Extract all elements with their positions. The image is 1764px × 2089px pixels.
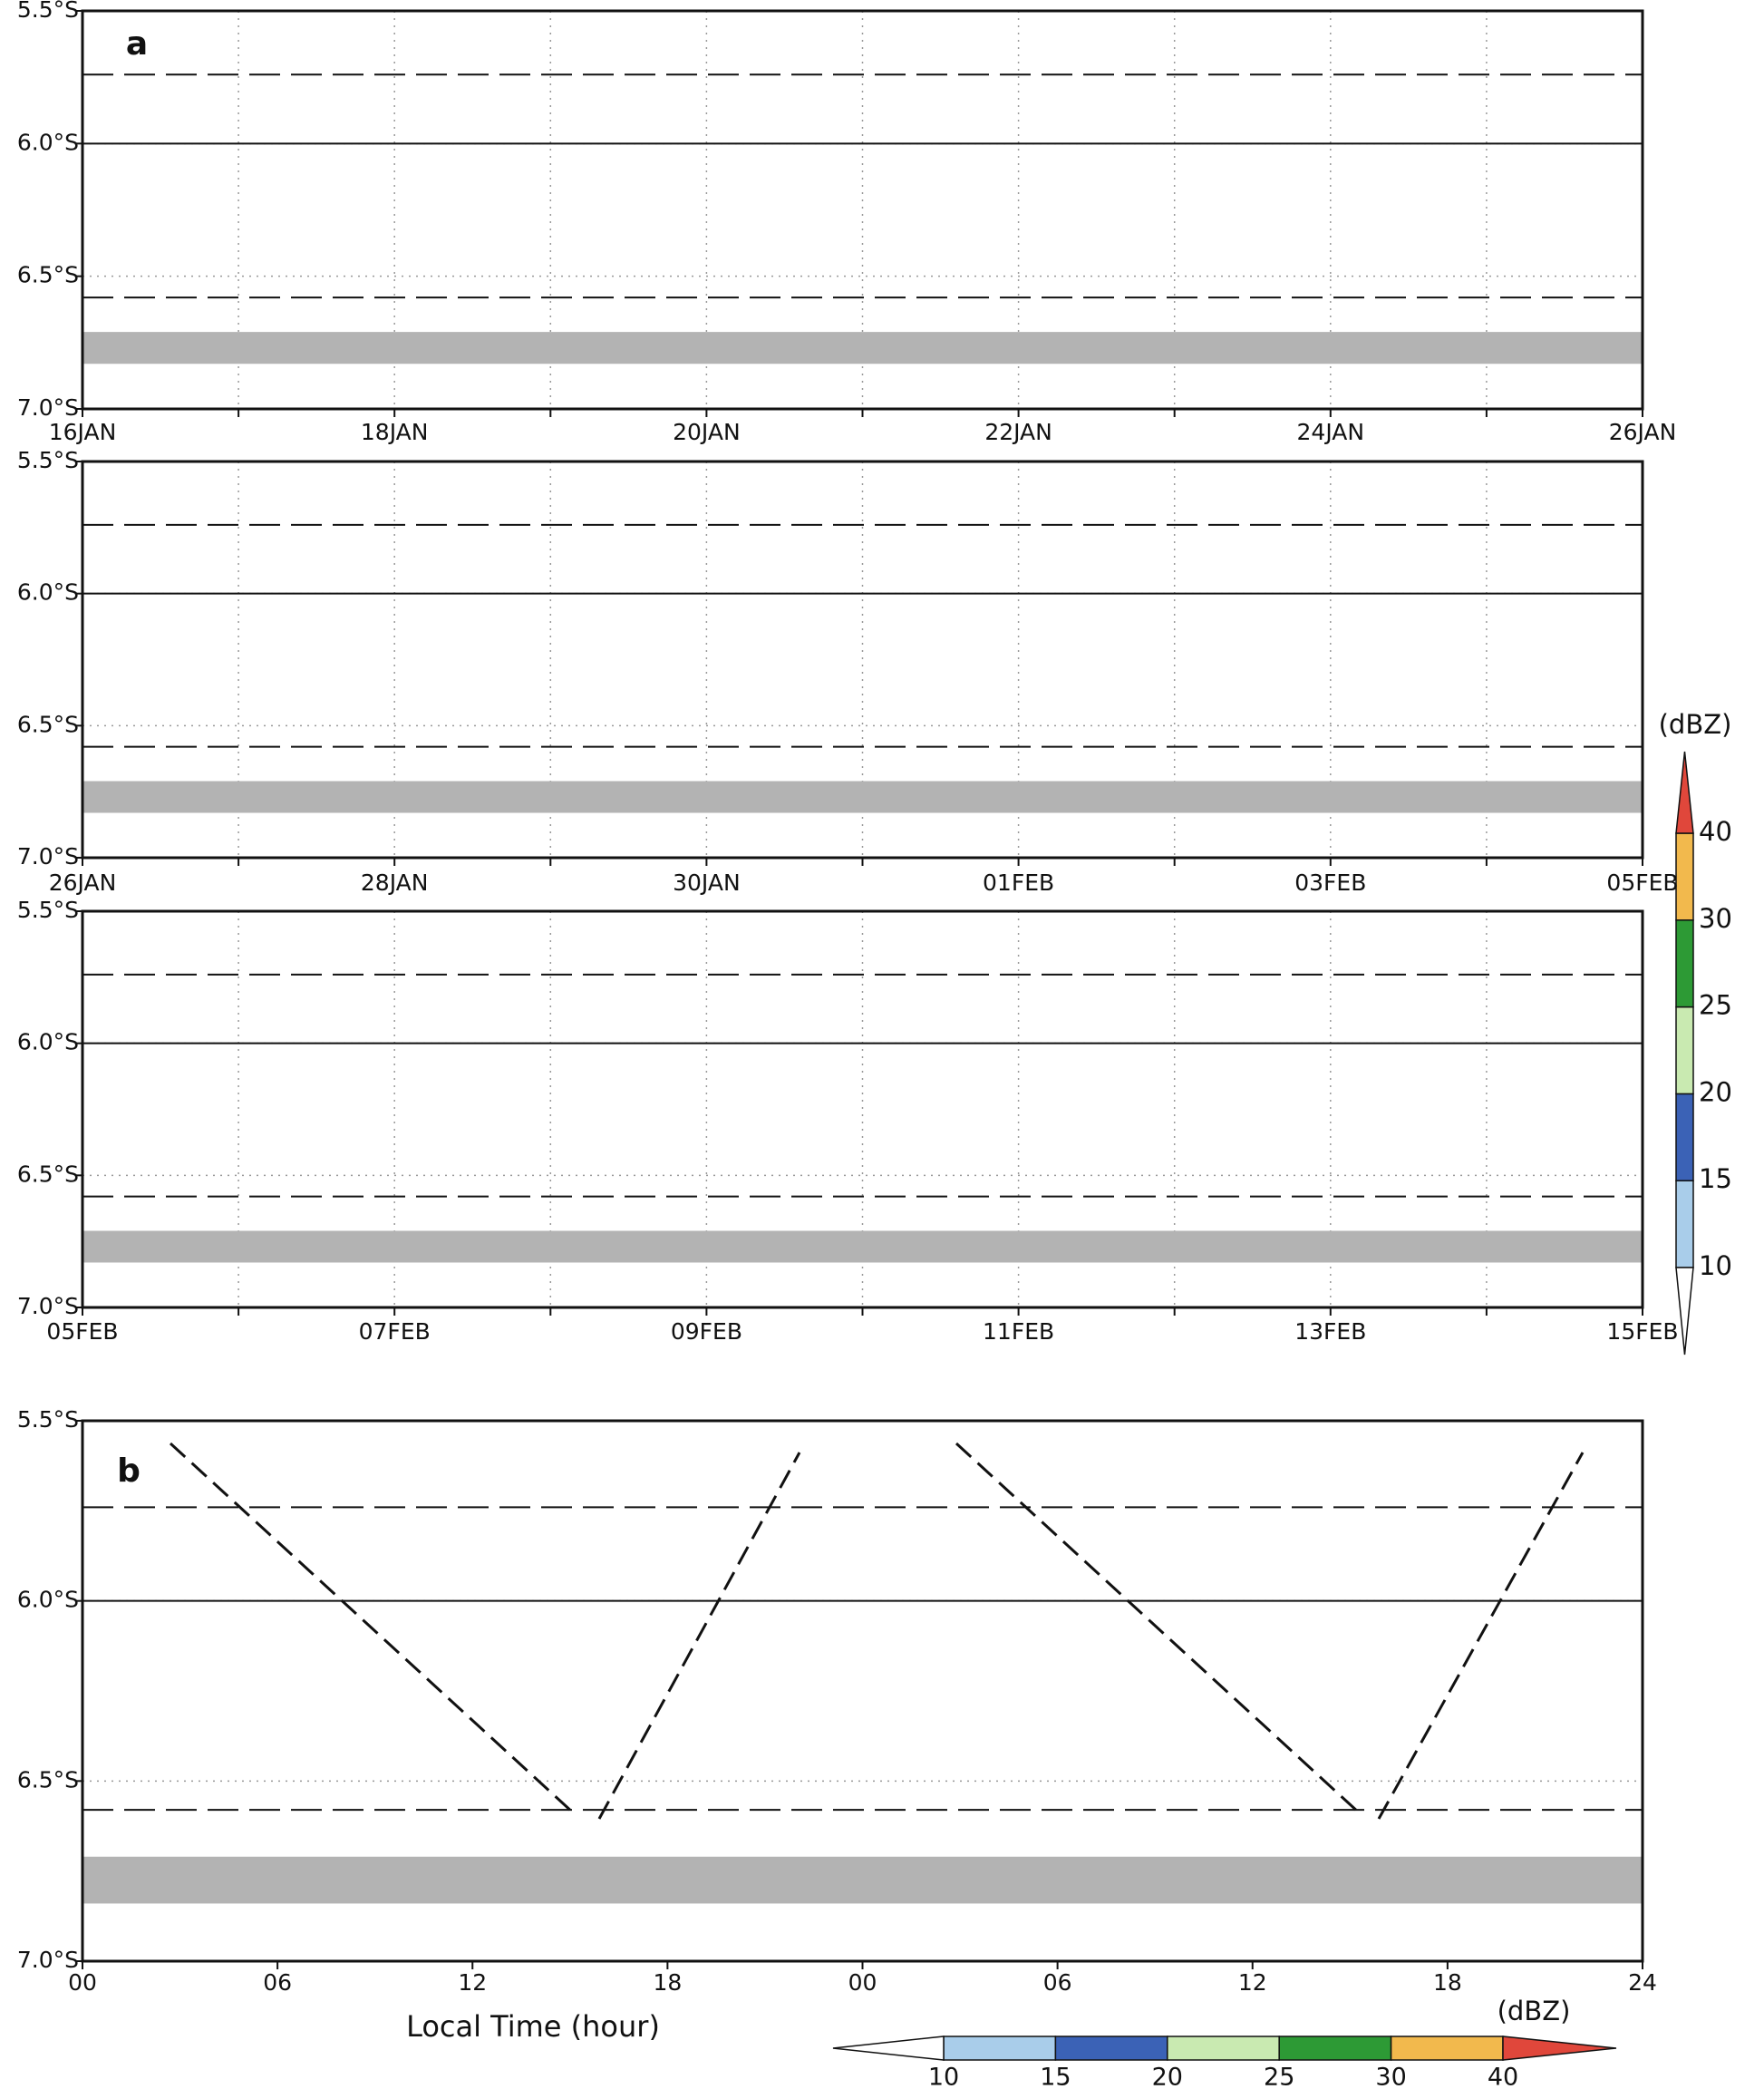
x-tick-label: 01FEB <box>983 870 1054 896</box>
propagation-line <box>169 1442 575 1814</box>
y-tick-label: 6.5°S <box>17 1161 79 1187</box>
colorbar-label: 25 <box>1264 2064 1294 2089</box>
colorbar-segment <box>1675 919 1694 1008</box>
shaded-band <box>82 1230 1643 1263</box>
x-tick-label: 13FEB <box>1294 1318 1366 1345</box>
propagation-line <box>597 1452 801 1820</box>
colorbar-label: 20 <box>1152 2064 1183 2089</box>
colorbar-under <box>832 2036 945 2061</box>
colorbar-label: 40 <box>1699 816 1732 847</box>
colorbar-segment <box>1054 2036 1168 2061</box>
colorbar-segment <box>1675 832 1694 921</box>
y-tick-label: 7.0°S <box>17 843 79 870</box>
colorbar-label: 40 <box>1488 2064 1518 2089</box>
shaded-band <box>82 332 1643 364</box>
y-tick-label: 6.0°S <box>17 579 79 606</box>
colorbar-segment <box>1675 1006 1694 1095</box>
y-tick-label: 5.5°S <box>17 897 79 923</box>
colorbar-over <box>1502 2036 1617 2061</box>
colorbar-unit: (dBZ) <box>1497 1996 1571 2026</box>
colorbar-segment <box>1675 1180 1694 1268</box>
x-tick-label: 24JAN <box>1297 419 1365 445</box>
x-tick-label: 18 <box>653 1969 682 1996</box>
y-tick-label: 6.0°S <box>17 1587 79 1613</box>
y-tick-label: 6.5°S <box>17 1766 79 1793</box>
colorbar-label: 15 <box>1040 2064 1071 2089</box>
colorbar-label: 30 <box>1375 2064 1406 2089</box>
y-tick-label: 6.5°S <box>17 711 79 737</box>
colorbar-label: 10 <box>928 2064 959 2089</box>
x-tick-label: 18JAN <box>361 419 429 445</box>
x-tick-label: 15FEB <box>1606 1318 1678 1345</box>
colorbar-segment <box>943 2036 1057 2061</box>
shaded-band <box>82 1856 1643 1904</box>
colorbar-over <box>1675 751 1694 834</box>
colorbar-label: 15 <box>1699 1163 1732 1194</box>
y-tick-label: 5.5°S <box>17 1406 79 1433</box>
panel-label-box <box>91 1440 167 1505</box>
panel-label: b <box>117 1453 141 1490</box>
y-tick-label: 7.0°S <box>17 1947 79 1973</box>
colorbar-label: 25 <box>1699 990 1732 1021</box>
colorbar-label: 30 <box>1699 903 1732 934</box>
x-tick-label: 06 <box>263 1969 292 1996</box>
x-tick-label: 20JAN <box>673 419 741 445</box>
x-tick-label: 12 <box>1238 1969 1267 1996</box>
colorbar-under <box>1675 1267 1694 1355</box>
x-tick-label: 00 <box>68 1969 97 1996</box>
shaded-band <box>82 781 1643 813</box>
y-tick-label: 5.5°S <box>17 0 79 23</box>
propagation-line <box>1377 1452 1585 1820</box>
panel-label-box <box>107 24 167 67</box>
propagation-line <box>955 1442 1361 1814</box>
x-axis-label: Local Time (hour) <box>406 2009 660 2044</box>
x-tick-label: 09FEB <box>671 1318 742 1345</box>
x-tick-label: 05FEB <box>1606 870 1678 896</box>
y-tick-label: 7.0°S <box>17 1293 79 1319</box>
x-tick-label: 00 <box>848 1969 877 1996</box>
y-tick-label: 6.0°S <box>17 129 79 155</box>
y-tick-label: 6.0°S <box>17 1029 79 1055</box>
colorbar-label: 20 <box>1699 1076 1732 1107</box>
y-tick-label: 6.5°S <box>17 262 79 288</box>
colorbar-segment <box>1167 2036 1280 2061</box>
x-tick-label: 26JAN <box>1609 419 1677 445</box>
colorbar-segment <box>1390 2036 1504 2061</box>
x-tick-label: 06 <box>1043 1969 1072 1996</box>
propagation-lines <box>169 1442 1585 1820</box>
x-tick-label: 11FEB <box>983 1318 1054 1345</box>
colorbar-segment <box>1278 2036 1392 2061</box>
colorbar-segment <box>1675 1093 1694 1181</box>
x-tick-label: 22JAN <box>984 419 1052 445</box>
colorbar-unit: (dBZ) <box>1659 709 1732 740</box>
colorbar-label: 10 <box>1699 1250 1732 1281</box>
panel-label: a <box>126 25 148 63</box>
x-tick-label: 30JAN <box>673 870 741 896</box>
x-tick-label: 05FEB <box>46 1318 118 1345</box>
x-tick-label: 03FEB <box>1294 870 1366 896</box>
x-tick-label: 07FEB <box>359 1318 431 1345</box>
x-tick-label: 28JAN <box>361 870 429 896</box>
x-tick-label: 24 <box>1628 1969 1657 1996</box>
x-tick-label: 12 <box>458 1969 487 1996</box>
x-tick-label: 18 <box>1433 1969 1462 1996</box>
x-tick-label: 26JAN <box>49 870 117 896</box>
y-tick-label: 7.0°S <box>17 394 79 421</box>
x-tick-label: 16JAN <box>49 419 117 445</box>
y-tick-label: 5.5°S <box>17 447 79 473</box>
